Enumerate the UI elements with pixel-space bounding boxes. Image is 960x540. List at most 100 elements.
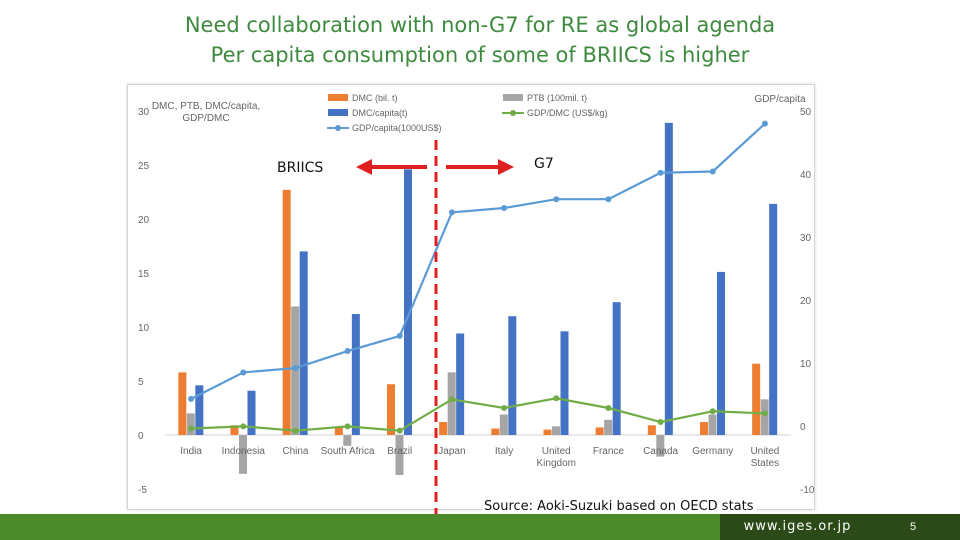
bar-dmc-bil-t-	[647, 425, 656, 435]
bar-dmc-capita-t-	[456, 333, 465, 435]
bar-dmc-bil-t-	[752, 363, 761, 435]
left-axis-tick-label: 10	[138, 323, 150, 334]
bar-dmc-capita-t-	[351, 314, 360, 435]
category-label: India	[180, 446, 202, 457]
legend-swatch-marker	[335, 125, 341, 131]
bar-dmc-bil-t-	[282, 189, 291, 435]
category-label: France	[593, 446, 625, 457]
point-gdp-capita-1000us-	[240, 369, 247, 376]
point-gdp-dmc-us-kg-	[657, 419, 664, 426]
legend-entry: GDP/DMC (US$/kg)	[527, 108, 608, 118]
right-axis-tick-label: 20	[800, 296, 812, 307]
bar-ptb-100mil-t-	[395, 435, 404, 475]
bar-dmc-bil-t-	[700, 422, 708, 435]
group-label-briics: BRIICS	[277, 160, 324, 176]
bar-dmc-bil-t-	[334, 427, 343, 435]
combo-chart: -5 0 5 10 15 20 25 30 -10 0 10 20 30 40 50 DMC, PTB, DM…	[138, 93, 814, 496]
legend-entry: DMC (bil. t)	[352, 93, 398, 103]
bar-ptb-100mil-t-	[499, 414, 508, 435]
point-gdp-dmc-us-kg-	[761, 410, 768, 417]
chart-area: -5 0 5 10 15 20 25 30 -10 0 10 20 30 40 50 DMC, PTB, DM…	[127, 84, 815, 510]
left-axis-tick-label: -5	[138, 485, 147, 496]
footer-green-band	[0, 514, 720, 540]
point-gdp-capita-1000us-	[448, 209, 455, 216]
category-label: Indonesia	[222, 446, 266, 457]
point-gdp-capita-1000us-	[188, 395, 195, 402]
right-axis-tick-label: 50	[800, 107, 812, 118]
point-gdp-dmc-us-kg-	[605, 405, 612, 411]
left-axis-tick-label: 20	[138, 215, 150, 226]
source-note: Source: Aoki-Suzuki based on OECD stats	[482, 498, 756, 516]
category-label: Kingdom	[537, 458, 576, 469]
bar-dmc-capita-t-	[247, 390, 256, 435]
legend-swatch	[328, 94, 348, 101]
bar-ptb-100mil-t-	[186, 413, 195, 435]
bar-ptb-100mil-t-	[552, 426, 560, 435]
page-number: 5	[909, 521, 917, 533]
category-label: Germany	[692, 446, 733, 457]
point-gdp-capita-1000us-	[344, 348, 351, 355]
point-gdp-capita-1000us-	[396, 332, 403, 339]
right-axis-tick-label: 0	[800, 422, 806, 433]
bar-ptb-100mil-t-	[239, 435, 247, 474]
right-axis-tick-label: 10	[800, 359, 812, 370]
right-axis-tick-label: 30	[800, 233, 812, 244]
left-axis-tick-label: 30	[138, 107, 150, 118]
point-gdp-dmc-us-kg-	[240, 423, 247, 430]
left-axis-tick-label: 0	[138, 431, 144, 442]
legend-entry: DMC/capita(t)	[352, 108, 408, 118]
bar-ptb-100mil-t-	[343, 435, 352, 446]
bar-dmc-bil-t-	[543, 429, 552, 435]
legend-entry: GDP/capita(1000US$)	[352, 123, 442, 133]
point-gdp-capita-1000us-	[605, 196, 612, 203]
point-gdp-capita-1000us-	[761, 120, 768, 127]
bar-dmc-bil-t-	[439, 422, 448, 435]
bar-dmc-bil-t-	[230, 425, 239, 435]
slide-title-line-1: Need collaboration with non-G7 for RE as…	[184, 13, 776, 37]
bar-dmc-bil-t-	[491, 428, 500, 435]
footer-url[interactable]: www.iges.or.jp	[743, 519, 852, 534]
category-label: United	[750, 446, 779, 457]
right-axis-tick-label: -10	[800, 485, 814, 496]
bar-dmc-capita-t-	[717, 271, 725, 435]
bar-dmc-bil-t-	[595, 427, 604, 435]
bar-ptb-100mil-t-	[708, 414, 717, 435]
bar-dmc-capita-t-	[612, 302, 621, 435]
bar-dmc-capita-t-	[299, 251, 308, 435]
bar-ptb-100mil-t-	[760, 399, 769, 435]
point-gdp-dmc-us-kg-	[188, 425, 195, 432]
legend-swatch	[328, 109, 348, 116]
right-axis-title: GDP/capita	[754, 94, 806, 105]
legend-swatch-marker	[510, 110, 516, 116]
bar-dmc-capita-t-	[508, 316, 517, 435]
point-gdp-dmc-us-kg-	[709, 408, 716, 415]
bar-dmc-capita-t-	[560, 331, 569, 435]
legend-swatch	[503, 94, 523, 101]
point-gdp-dmc-us-kg-	[501, 405, 508, 411]
bar-ptb-100mil-t-	[656, 435, 665, 457]
line-gdp-capita-1000us-	[190, 122, 766, 400]
category-label: South Africa	[321, 446, 375, 457]
legend-entry: PTB (100mil. t)	[527, 93, 587, 103]
left-axis-title: GDP/DMC	[182, 113, 229, 124]
slide-title-line-2: Per capita consumption of some of BRIICS…	[210, 43, 750, 67]
category-label: Brazil	[387, 446, 412, 457]
point-gdp-dmc-us-kg-	[292, 427, 299, 434]
category-label: States	[751, 458, 779, 469]
bar-dmc-capita-t-	[404, 169, 412, 435]
point-gdp-capita-1000us-	[292, 365, 299, 372]
category-label: Canada	[643, 446, 678, 457]
group-label-g7: G7	[534, 156, 554, 172]
left-axis-title: DMC, PTB, DMC/capita,	[152, 101, 260, 112]
left-axis-tick-label: 15	[138, 269, 150, 280]
point-gdp-capita-1000us-	[657, 169, 664, 176]
bar-dmc-capita-t-	[664, 122, 673, 435]
point-gdp-dmc-us-kg-	[553, 395, 560, 402]
point-gdp-capita-1000us-	[553, 196, 560, 203]
left-axis-tick-label: 5	[138, 377, 144, 388]
bar-dmc-capita-t-	[195, 385, 204, 435]
point-gdp-capita-1000us-	[501, 205, 508, 212]
bar-ptb-100mil-t-	[447, 372, 456, 435]
point-gdp-dmc-us-kg-	[344, 423, 351, 430]
bar-dmc-bil-t-	[178, 372, 187, 435]
